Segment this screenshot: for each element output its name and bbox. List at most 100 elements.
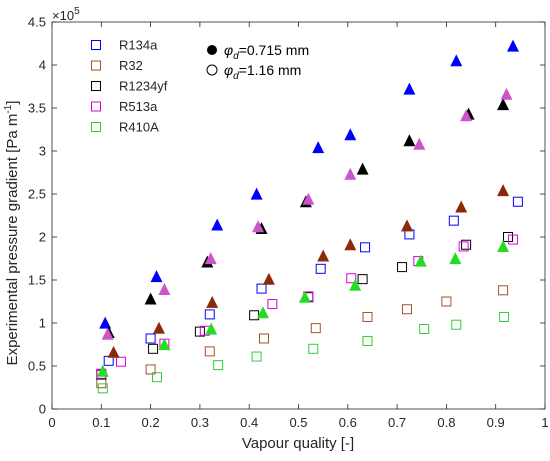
point-r410a-open xyxy=(251,351,262,362)
legend-open-marker xyxy=(206,64,218,76)
legend-label-r134a: R134a xyxy=(119,38,158,53)
point-r1234yf-filled xyxy=(403,134,416,147)
point-r410a-filled xyxy=(158,338,171,351)
y-tick-label: 4 xyxy=(39,58,46,73)
point-r410a-open xyxy=(499,311,510,322)
y-tick-label: 1 xyxy=(39,316,46,331)
point-r134a-filled xyxy=(99,316,112,329)
point-r32-open xyxy=(441,296,452,307)
point-r32-filled xyxy=(206,295,219,308)
point-r513a-open xyxy=(458,241,469,252)
point-r410a-open xyxy=(362,336,373,347)
x-tick-label: 0.5 xyxy=(289,415,307,430)
y-axis-label: Experimental pressure gradient [Pa m-1] xyxy=(3,101,21,366)
legend-label-r513a: R513a xyxy=(119,99,158,114)
point-r513a-filled xyxy=(252,220,265,233)
point-r513a-filled xyxy=(460,109,473,122)
point-r32-open xyxy=(145,364,156,375)
y-tick-label: 2.5 xyxy=(28,187,46,202)
point-r410a-open xyxy=(308,343,319,354)
legend-marker-r32 xyxy=(91,60,101,71)
point-r513a-filled xyxy=(158,283,171,296)
point-r1234yf-open xyxy=(461,239,472,250)
y-multiplier-base: ×10 xyxy=(52,8,74,23)
legend-label-r1234yf: R1234yf xyxy=(119,79,168,94)
point-r410a-filled xyxy=(349,278,362,291)
point-r513a-filled xyxy=(204,252,217,265)
point-r513a-open xyxy=(507,234,518,245)
point-r410a-filled xyxy=(449,252,462,265)
x-tick-label: 0.4 xyxy=(240,415,258,430)
point-r410a-open xyxy=(97,383,108,394)
axes: 0 0.1 0.2 0.3 0.4 0.5 0.6 0.7 0.8 0.9 1 0 0.5 1 1.5 2 2.… xyxy=(28,15,549,431)
legend-marker-r410a xyxy=(91,122,101,132)
series-legend: R134a R32 R1234yf R513a R410A xyxy=(91,38,168,135)
x-tick-label: 0.7 xyxy=(388,415,406,430)
point-r513a-filled xyxy=(413,137,426,150)
point-r513a-open xyxy=(116,356,127,367)
x-tick-label: 0.6 xyxy=(339,415,357,430)
point-r32-filled xyxy=(317,249,330,262)
legend-filled-marker xyxy=(207,45,217,55)
legend-marker-r513a xyxy=(91,101,101,112)
diameter-legend: φd=0.715 mm φd=1.16 mm xyxy=(206,42,309,82)
point-r134a-open xyxy=(315,263,326,274)
point-r513a-filled xyxy=(500,87,513,100)
y-multiplier-exponent: 5 xyxy=(74,6,80,17)
legend-label-r410a: R410A xyxy=(119,120,159,135)
point-r134a-open xyxy=(360,242,371,253)
y-tick-label: 1.5 xyxy=(28,273,46,288)
point-r1234yf-open xyxy=(148,343,159,354)
legend-diameter-small: φd=0.715 mm xyxy=(224,42,309,62)
point-r134a-filled xyxy=(250,187,263,200)
legend-marker-r1234yf xyxy=(91,81,101,91)
legend-label-r32: R32 xyxy=(119,58,143,73)
point-r32-open xyxy=(204,346,215,357)
point-r32-filled xyxy=(262,272,275,285)
point-r134a-filled xyxy=(211,218,224,231)
data-marks xyxy=(96,39,523,394)
point-r134a-filled xyxy=(344,128,357,141)
point-r134a-open xyxy=(512,196,523,207)
point-r410a-filled xyxy=(96,364,109,377)
y-axis-label-main: Experimental pressure gradient [Pa m xyxy=(4,114,21,366)
point-r1234yf-filled xyxy=(497,98,510,111)
x-tick-label: 0 xyxy=(48,415,55,430)
point-r134a-filled xyxy=(312,141,325,154)
point-r410a-filled xyxy=(257,306,269,319)
x-tick-label: 0.1 xyxy=(92,415,110,430)
point-r32-filled xyxy=(344,238,357,251)
point-r410a-filled xyxy=(298,290,311,303)
point-r134a-open xyxy=(448,215,459,226)
point-r32-filled xyxy=(497,184,510,197)
point-r513a-filled xyxy=(344,167,357,180)
point-r134a-filled xyxy=(507,39,519,52)
y-axis-label-end: ] xyxy=(4,101,21,105)
point-r1234yf-open xyxy=(357,274,368,285)
x-tick-label: 0.9 xyxy=(487,415,505,430)
legend-diameter-large: φd=1.16 mm xyxy=(224,62,301,82)
point-r32-filled xyxy=(455,200,468,213)
point-r32-filled xyxy=(401,219,413,232)
point-r1234yf-filled xyxy=(356,162,369,175)
y-tick-label: 2 xyxy=(39,230,46,245)
point-r32-filled xyxy=(153,321,165,334)
point-r134a-filled xyxy=(450,54,463,67)
x-tick-label: 1 xyxy=(541,415,548,430)
y-tick-label: 3.5 xyxy=(28,101,46,116)
legend-marker-r134a xyxy=(91,40,101,50)
x-tick-label: 0.8 xyxy=(437,415,455,430)
point-r134a-open xyxy=(145,333,156,344)
point-r410a-open xyxy=(451,319,462,330)
x-axis-label: Vapour quality [-] xyxy=(242,435,354,452)
point-r513a-open xyxy=(346,273,357,284)
point-r410a-open xyxy=(419,324,430,335)
point-r513a-filled xyxy=(101,327,114,340)
point-r410a-open xyxy=(213,360,224,371)
x-tick-label: 0.3 xyxy=(191,415,209,430)
point-r32-filled xyxy=(107,345,120,358)
y-tick-label: 0.5 xyxy=(28,359,46,374)
point-r134a-filled xyxy=(150,270,163,283)
point-r32-open xyxy=(362,311,373,322)
